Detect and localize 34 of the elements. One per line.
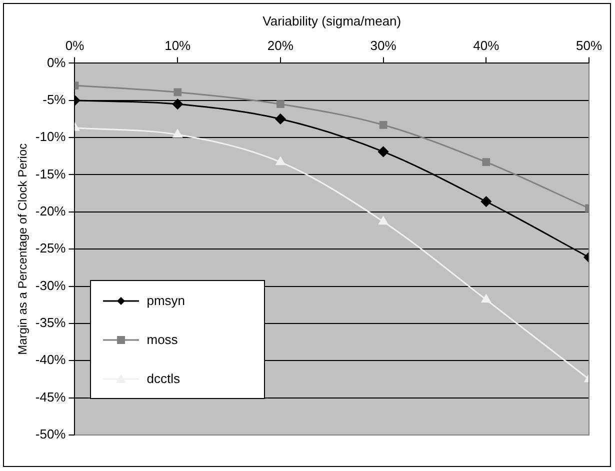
x-tick-label: 30% [370, 38, 397, 53]
y-tick-label: -5% [42, 92, 66, 107]
y-tick-label: -10% [35, 129, 66, 144]
y-tick-label: -30% [35, 278, 66, 293]
x-tick-label: 0% [65, 38, 85, 53]
point [482, 158, 490, 166]
y-tick-label: -20% [35, 204, 66, 218]
point [172, 98, 183, 110]
point [482, 294, 491, 303]
y-tick-label: -25% [35, 240, 66, 256]
point [172, 129, 182, 138]
y-tick-label: -40% [35, 352, 66, 368]
x-axis-title: Variability (sigma/mean) [262, 13, 402, 28]
y-tick-label: 0% [46, 54, 66, 70]
point [276, 100, 284, 108]
point [379, 120, 388, 129]
legend-label: dcctls [146, 371, 180, 386]
y-tick-label: -35% [35, 315, 66, 330]
x-tick-label: 40% [473, 38, 500, 53]
y-axis-title: Margin as a Percentage of Clock Perioc [16, 143, 30, 355]
x-tick-label: 50% [576, 38, 602, 53]
x-tick-label: 20% [267, 38, 294, 53]
point [276, 156, 286, 166]
y-tick-label: -45% [35, 389, 66, 404]
y-tick-label: -50% [35, 426, 66, 442]
y-tick-label: -15% [35, 166, 66, 182]
legend-label: pmsyn [146, 293, 186, 308]
point [378, 146, 389, 157]
point [480, 196, 492, 207]
point [378, 216, 388, 225]
legend-label: moss [146, 332, 178, 347]
point [275, 114, 286, 124]
x-tick-label: 10% [164, 38, 192, 53]
point [174, 88, 182, 96]
